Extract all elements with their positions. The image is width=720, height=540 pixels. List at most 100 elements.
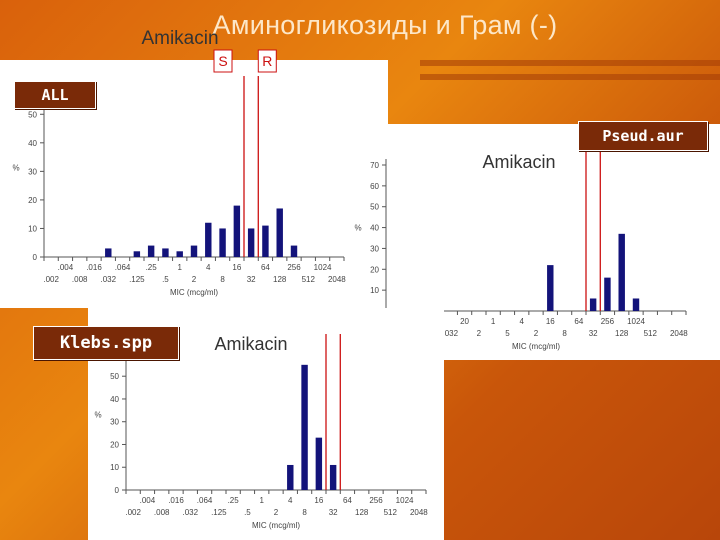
x-tick-label: 128 [355,508,369,517]
x-tick-label: .016 [168,496,184,505]
x-tick-label: .064 [115,263,131,272]
y-tick-label: 20 [370,265,379,274]
x-tick-label: 512 [384,508,398,517]
x-tick-label: 2048 [410,508,428,517]
x-tick-label: .008 [72,275,88,284]
tag-klebs-spp: Klebs.spp [33,326,179,360]
x-tick-label: .064 [197,496,213,505]
x-tick-label: 5 [505,329,510,338]
bar-p5 [162,248,169,257]
x-tick-label: 4 [519,317,524,326]
x-tick-label: 32 [589,329,598,338]
x-tick-label: 1 [491,317,496,326]
y-tick-label: 30 [370,244,379,253]
bar-8 [301,364,308,490]
x-axis-label: MIC (mcg/ml) [170,288,218,297]
y-axis-label: % [94,410,101,419]
chart-klebs: Amikacin 0 10 20 30 40 50% .004 .016 .064 .25 1 4 16 6… [94,334,428,530]
x-tick-label: 2 [534,329,539,338]
y-tick-label: 70 [370,161,379,170]
x-tick-label: 1 [259,496,264,505]
y-tick-label: 10 [28,224,37,233]
x-axis-label: MIC (mcg/ml) [512,342,560,351]
x-tick-label: .008 [154,508,170,517]
y-tick-label: 50 [370,203,379,212]
y-tick-label: 50 [28,110,37,119]
x-tick-label: 2048 [328,275,346,284]
x-tick-label: 64 [343,496,352,505]
y-tick-label: 40 [110,395,119,404]
bar-32 [247,228,255,257]
x-tick-label: 2 [192,275,197,284]
x-tick-label: .5 [244,508,251,517]
x-tick-label: .016 [86,263,102,272]
bar-128 [618,233,625,311]
x-tick-label: 1024 [627,317,645,326]
bar-16 [315,437,323,490]
x-tick-label: 512 [302,275,316,284]
chart-all: Amikacin 0 10 20 30 40 50% .004 .016 .064 .25 1 4 16 6… [12,28,346,297]
x-tick-label: 64 [574,317,583,326]
x-tick-label: .25 [228,496,240,505]
bar-4 [287,464,294,490]
bar-1 [176,251,183,257]
x-tick-label: 1 [177,263,182,272]
x-tick-label: 2 [477,329,482,338]
breakpoint-label: S [218,53,227,69]
x-tick-label: 16 [546,317,555,326]
x-tick-label: 2048 [670,329,688,338]
x-tick-label: 32 [247,275,256,284]
x-tick-label: 256 [601,317,615,326]
x-tick-label: 64 [261,263,270,272]
x-tick-label: .5 [162,275,169,284]
x-tick-label: .002 [43,275,59,284]
y-tick-label: 40 [28,139,37,148]
tag-pseud-aur: Pseud.aur [578,121,708,151]
y-tick-label: 60 [370,182,379,191]
x-tick-label: 8 [562,329,567,338]
y-tick-label: 30 [110,418,119,427]
x-tick-label: 1024 [314,263,332,272]
y-tick-label: 0 [115,486,120,495]
bar-256 [632,298,640,311]
bar-64 [262,225,269,257]
x-tick-label: 256 [287,263,301,272]
breakpoint-label-box [213,49,233,73]
bar-32 [589,298,597,311]
y-tick-label: 10 [110,463,119,472]
tag-all: ALL [14,81,96,109]
y-tick-label: 50 [110,372,119,381]
bar-p032 [105,248,112,257]
bar-128 [276,208,283,257]
y-tick-label: 10 [370,286,379,295]
bar-4 [205,222,212,257]
y-tick-label: 0 [33,253,38,262]
bar-2 [190,245,198,257]
x-tick-label: .25 [146,263,158,272]
x-tick-label: .125 [129,275,145,284]
y-axis-label: % [12,164,19,173]
x-tick-label: 4 [288,496,293,505]
x-tick-label: 16 [232,263,241,272]
x-tick-label: 128 [615,329,629,338]
x-tick-label: 2 [274,508,279,517]
bar-p125 [133,251,141,257]
bar-4 [547,265,554,311]
bar-8 [219,228,226,257]
y-axis-label: % [354,224,361,233]
bar-p25 [147,245,155,257]
y-tick-label: 30 [28,167,37,176]
x-tick-label: .002 [125,508,141,517]
chart-title: Amikacin [482,152,555,172]
x-tick-label: .032 [442,329,458,338]
x-tick-label: .032 [100,275,116,284]
x-tick-label: .004 [140,496,156,505]
y-tick-label: 20 [28,196,37,205]
x-tick-label: 16 [314,496,323,505]
x-tick-label: .004 [58,263,74,272]
x-tick-label: .125 [211,508,227,517]
x-tick-label: 8 [302,508,307,517]
decorative-stripe [420,60,720,66]
decorative-stripe [420,74,720,80]
x-axis-label: MIC (mcg/ml) [252,521,300,530]
